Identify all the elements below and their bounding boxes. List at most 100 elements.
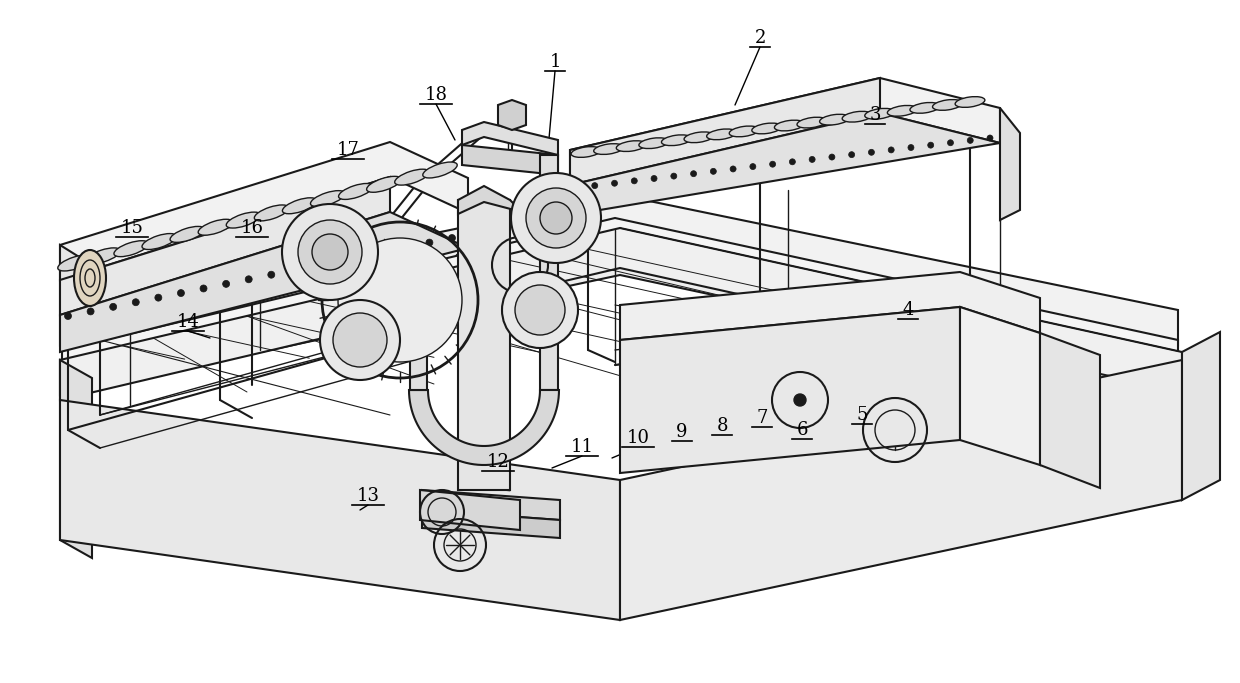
Polygon shape [620, 307, 960, 473]
Polygon shape [570, 78, 880, 185]
Circle shape [730, 166, 737, 172]
Text: 7: 7 [756, 409, 768, 427]
Text: 4: 4 [903, 301, 914, 319]
Ellipse shape [310, 191, 345, 206]
Polygon shape [60, 400, 620, 620]
Polygon shape [463, 122, 558, 155]
Ellipse shape [367, 176, 401, 193]
Polygon shape [409, 390, 559, 465]
Ellipse shape [74, 250, 105, 306]
Polygon shape [620, 360, 1182, 620]
Polygon shape [60, 212, 467, 352]
Polygon shape [458, 186, 522, 214]
Circle shape [671, 173, 677, 179]
Text: 1: 1 [549, 53, 560, 71]
Polygon shape [570, 78, 999, 185]
Ellipse shape [226, 212, 260, 228]
Circle shape [947, 140, 954, 145]
Ellipse shape [707, 129, 737, 140]
Text: 17: 17 [336, 141, 360, 159]
Circle shape [320, 300, 401, 380]
Circle shape [572, 185, 578, 191]
Circle shape [425, 239, 433, 246]
Circle shape [339, 238, 463, 362]
Polygon shape [60, 240, 1180, 395]
Circle shape [908, 145, 914, 150]
Circle shape [133, 298, 139, 306]
Polygon shape [498, 100, 526, 130]
Ellipse shape [143, 234, 176, 249]
Ellipse shape [572, 147, 601, 157]
Circle shape [502, 272, 578, 348]
Text: 6: 6 [796, 421, 807, 439]
Polygon shape [463, 145, 558, 175]
Circle shape [750, 163, 756, 169]
Ellipse shape [394, 169, 429, 185]
Circle shape [711, 168, 717, 174]
Circle shape [64, 313, 72, 320]
Ellipse shape [864, 109, 894, 119]
Circle shape [539, 202, 572, 234]
Ellipse shape [661, 135, 691, 145]
Polygon shape [422, 490, 560, 520]
Text: 3: 3 [869, 106, 880, 124]
Polygon shape [1040, 333, 1100, 488]
Circle shape [928, 142, 934, 148]
Text: 18: 18 [424, 86, 448, 104]
Polygon shape [999, 108, 1021, 220]
Ellipse shape [639, 138, 668, 148]
Circle shape [200, 285, 207, 292]
Text: 13: 13 [357, 487, 379, 505]
Text: 9: 9 [676, 423, 688, 441]
Ellipse shape [86, 248, 120, 264]
Circle shape [888, 147, 894, 153]
Circle shape [268, 271, 275, 278]
Circle shape [987, 135, 993, 141]
Ellipse shape [198, 219, 233, 235]
Circle shape [177, 290, 185, 296]
Circle shape [591, 182, 598, 189]
Polygon shape [60, 228, 1182, 400]
Polygon shape [62, 195, 1178, 345]
Circle shape [828, 154, 835, 160]
Ellipse shape [751, 123, 781, 134]
Circle shape [312, 234, 348, 270]
Polygon shape [420, 490, 520, 530]
Text: 5: 5 [857, 406, 868, 424]
Circle shape [770, 161, 775, 167]
Circle shape [246, 276, 252, 283]
Circle shape [848, 152, 854, 158]
Circle shape [155, 294, 162, 301]
Circle shape [312, 262, 320, 269]
Circle shape [631, 178, 637, 184]
Polygon shape [60, 245, 92, 345]
Ellipse shape [594, 143, 624, 154]
Ellipse shape [684, 132, 714, 143]
Circle shape [651, 176, 657, 182]
Polygon shape [620, 272, 1040, 340]
Polygon shape [422, 510, 560, 538]
Circle shape [691, 171, 697, 177]
Circle shape [109, 303, 117, 310]
Polygon shape [1182, 332, 1220, 500]
Ellipse shape [820, 114, 849, 125]
Polygon shape [410, 250, 427, 390]
Circle shape [511, 173, 601, 263]
Ellipse shape [775, 120, 805, 131]
Circle shape [403, 244, 410, 251]
Ellipse shape [114, 240, 149, 257]
Circle shape [381, 248, 388, 255]
Circle shape [515, 285, 565, 335]
Polygon shape [539, 155, 558, 390]
Circle shape [526, 188, 587, 248]
Circle shape [290, 266, 298, 274]
Ellipse shape [888, 105, 918, 116]
Polygon shape [384, 240, 427, 260]
Circle shape [967, 137, 973, 143]
Text: 10: 10 [626, 429, 650, 447]
Circle shape [790, 159, 795, 165]
Text: 15: 15 [120, 219, 144, 237]
Circle shape [336, 257, 342, 264]
Ellipse shape [423, 162, 458, 178]
Text: 11: 11 [570, 438, 594, 456]
